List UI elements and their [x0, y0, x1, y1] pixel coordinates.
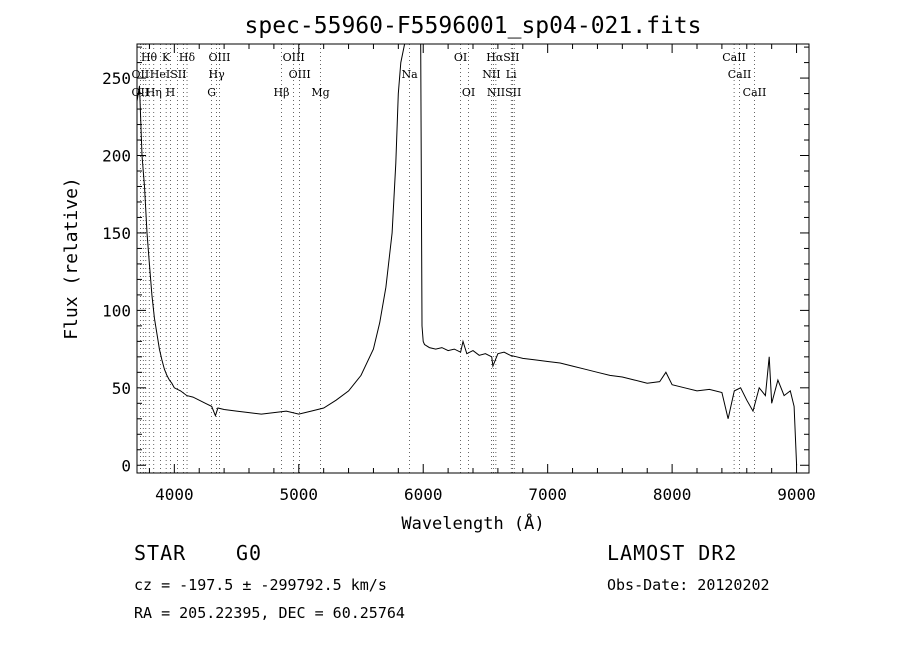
- redshift-readout: cz = -197.5 ± -299792.5 km/s: [134, 576, 387, 594]
- object-class: STAR: [134, 541, 187, 565]
- x-tick-label: 7000: [528, 485, 567, 504]
- line-label: OI: [462, 86, 475, 99]
- line-label: OII: [132, 86, 150, 99]
- y-axis-label: Flux (relative): [61, 177, 82, 340]
- y-tick-label: 250: [102, 69, 131, 88]
- spectrum-line: [137, 44, 798, 466]
- line-label: Li: [506, 68, 517, 81]
- line-label: HeISII: [150, 68, 187, 81]
- chart-title: spec-55960-F5596001_sp04-021.fits: [245, 13, 702, 39]
- x-tick-label: 8000: [653, 485, 692, 504]
- line-label: Na: [401, 68, 418, 81]
- line-label: Hδ: [179, 51, 196, 64]
- y-tick-label: 150: [102, 224, 131, 243]
- plot-frame: [136, 43, 810, 474]
- x-tick-label: 9000: [777, 485, 816, 504]
- line-label: H: [166, 86, 176, 99]
- y-tick-label: 50: [112, 379, 131, 398]
- x-axis-label: Wavelength (Å): [401, 512, 544, 534]
- x-tick-label: 6000: [404, 485, 443, 504]
- line-label: NIISII: [487, 86, 522, 99]
- observation-date: Obs-Date: 20120202: [607, 576, 770, 594]
- line-label: CaII: [743, 86, 767, 99]
- line-label: NII: [482, 68, 500, 81]
- line-label: OIII: [289, 68, 311, 81]
- line-label: CaII: [722, 51, 746, 64]
- survey-name: LAMOST DR2: [607, 541, 738, 565]
- x-tick-label: 4000: [155, 485, 194, 504]
- line-label: K: [162, 51, 171, 64]
- line-label: OI: [454, 51, 467, 64]
- line-label: Hθ: [141, 51, 158, 64]
- line-label: CaII: [728, 68, 752, 81]
- x-tick-label: 5000: [280, 485, 319, 504]
- coordinates-readout: RA = 205.22395, DEC = 60.25764: [134, 604, 405, 622]
- object-subclass: G0: [236, 541, 263, 565]
- line-label: G: [207, 86, 216, 99]
- line-label: OIII: [283, 51, 305, 64]
- line-label: HαSII: [486, 51, 519, 64]
- y-tick-label: 200: [102, 147, 131, 166]
- y-tick-label: 100: [102, 301, 131, 320]
- line-label: OIII: [208, 51, 230, 64]
- line-label: Hβ: [274, 86, 290, 99]
- line-label: Hγ: [209, 68, 226, 81]
- line-label: OII: [132, 68, 150, 81]
- y-tick-label: 0: [121, 456, 131, 475]
- line-label: Mg: [311, 86, 329, 99]
- line-label: Hη: [146, 86, 162, 99]
